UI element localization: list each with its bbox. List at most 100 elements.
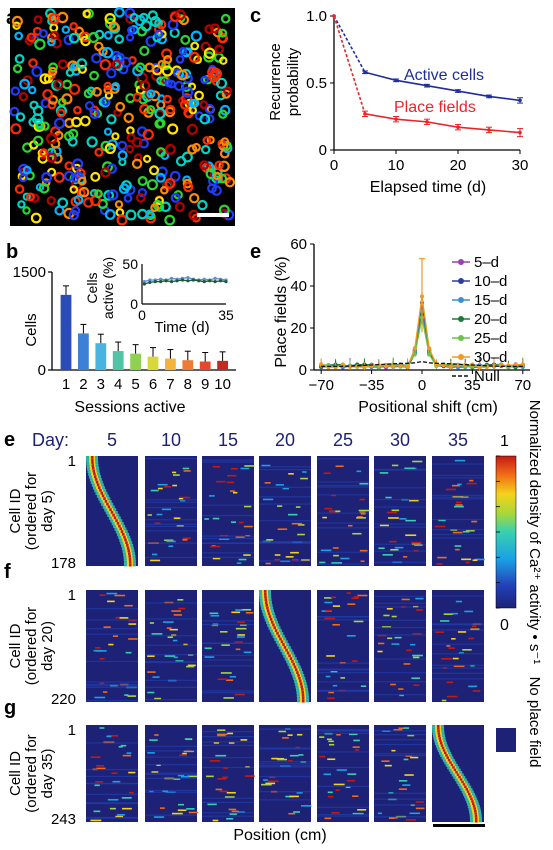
cell-ring xyxy=(151,70,162,82)
heatmap-speck xyxy=(340,677,346,679)
heatmap-speck xyxy=(320,549,332,552)
heatmap-speck xyxy=(398,727,404,730)
day-label-30: 30 xyxy=(390,430,410,450)
heatmap-diagonal-core xyxy=(437,734,441,738)
inset-point xyxy=(148,280,152,284)
heatmap-streak xyxy=(432,643,484,645)
heatmap-diagonal-core xyxy=(124,538,127,542)
heatmap-diagonal-core xyxy=(100,491,103,495)
cell-ring xyxy=(211,185,222,196)
cell-ring xyxy=(181,93,193,105)
heatmap-panel xyxy=(317,456,370,566)
cell-ring xyxy=(103,85,113,95)
heatmap-speck xyxy=(403,758,409,761)
heatmap-speck xyxy=(274,554,281,556)
heatmap-speck xyxy=(166,627,172,629)
cell-ring xyxy=(101,97,111,106)
heatmap-bg xyxy=(202,590,254,702)
heatmap-speck xyxy=(243,525,253,528)
cell-ring xyxy=(164,177,176,189)
d-xtick-label: −70 xyxy=(308,377,333,394)
cell-ring xyxy=(92,86,102,97)
heatmap-streak xyxy=(374,619,426,621)
cell-ring xyxy=(10,123,22,135)
heatmap-streak xyxy=(432,533,484,536)
heatmap-streak xyxy=(374,595,426,597)
heatmap-diagonal-core xyxy=(462,783,466,787)
heatmap-speck xyxy=(227,474,237,477)
cell-ring xyxy=(129,12,139,23)
no-field-swatch xyxy=(496,728,516,752)
heatmap-streak xyxy=(374,694,426,696)
cell-ring xyxy=(31,65,43,77)
heatmap-speck xyxy=(244,775,255,777)
heatmap-diagonal-core xyxy=(302,699,305,703)
d-point xyxy=(427,346,432,351)
heatmap-speck xyxy=(302,471,307,473)
heatmap-diagonal-core xyxy=(120,530,124,534)
heatmap-first-id: 1 xyxy=(68,453,76,470)
heatmap-speck xyxy=(434,525,446,528)
heatmap-speck xyxy=(398,688,404,690)
heatmap-diagonal-core xyxy=(91,467,95,471)
heatmap-speck xyxy=(379,524,389,527)
cell-ring xyxy=(108,21,120,32)
heatmap-speck xyxy=(391,615,397,618)
heatmap-speck xyxy=(335,465,344,468)
heatmap-speck xyxy=(124,604,133,607)
heatmap-speck xyxy=(464,610,474,613)
heatmap-streak xyxy=(259,765,311,767)
cell-ring xyxy=(149,165,160,176)
heatmap-speck xyxy=(298,754,304,756)
heatmap-streak xyxy=(374,506,426,508)
heatmap-streak xyxy=(202,731,254,733)
cell-ring xyxy=(143,154,152,163)
heatmap-streak xyxy=(259,747,311,749)
heatmap-speck xyxy=(94,784,100,787)
cell-ring xyxy=(139,103,151,115)
heatmap-streak xyxy=(86,817,138,819)
d-point xyxy=(362,365,367,370)
heatmap-diagonal-core xyxy=(91,458,94,462)
heatmap-diagonal-core xyxy=(458,775,461,779)
heatmap-streak xyxy=(86,793,138,795)
heatmap-diagonal-core xyxy=(265,604,269,608)
heatmap-streak xyxy=(432,629,484,631)
heatmap-speck xyxy=(394,636,402,639)
heatmap-streak xyxy=(317,512,369,514)
heatmap-speck xyxy=(228,808,237,811)
inset-point xyxy=(197,279,201,283)
heatmap-diagonal-core xyxy=(276,632,279,636)
heatmap-streak xyxy=(317,690,369,692)
heatmap-streak xyxy=(145,814,197,816)
heatmap-speck xyxy=(462,530,470,533)
cell-ring xyxy=(14,184,25,194)
heatmap-speck xyxy=(398,788,408,790)
heatmap-streak xyxy=(374,739,426,741)
heatmap-speck xyxy=(169,628,178,631)
heatmap-speck xyxy=(346,779,356,782)
heatmap-speck xyxy=(161,508,172,511)
cell-ring xyxy=(77,176,87,186)
heatmap-speck xyxy=(277,505,283,507)
heatmap-speck xyxy=(415,597,424,600)
heatmap-speck xyxy=(241,608,252,611)
cell-ring xyxy=(144,62,155,73)
heatmap-diagonal-core xyxy=(466,790,470,794)
heatmap-diagonal-core xyxy=(129,563,132,567)
heatmap-speck xyxy=(359,511,366,514)
heatmap-speck xyxy=(437,556,447,559)
heatmap-diagonal-core xyxy=(107,505,111,509)
heatmap-speck xyxy=(297,524,305,526)
heatmap-bg xyxy=(145,590,197,702)
heatmap-streak xyxy=(374,602,426,604)
cell-ring xyxy=(68,83,81,95)
cell-ring xyxy=(174,9,186,21)
heatmap-panel xyxy=(374,456,426,566)
cell-ring xyxy=(178,47,188,56)
heatmap-speck xyxy=(383,614,390,617)
heatmap-speck xyxy=(390,548,399,551)
cell-ring xyxy=(212,171,222,181)
heatmap-diagonal-core xyxy=(116,522,120,526)
heatmap-bg xyxy=(145,456,197,566)
